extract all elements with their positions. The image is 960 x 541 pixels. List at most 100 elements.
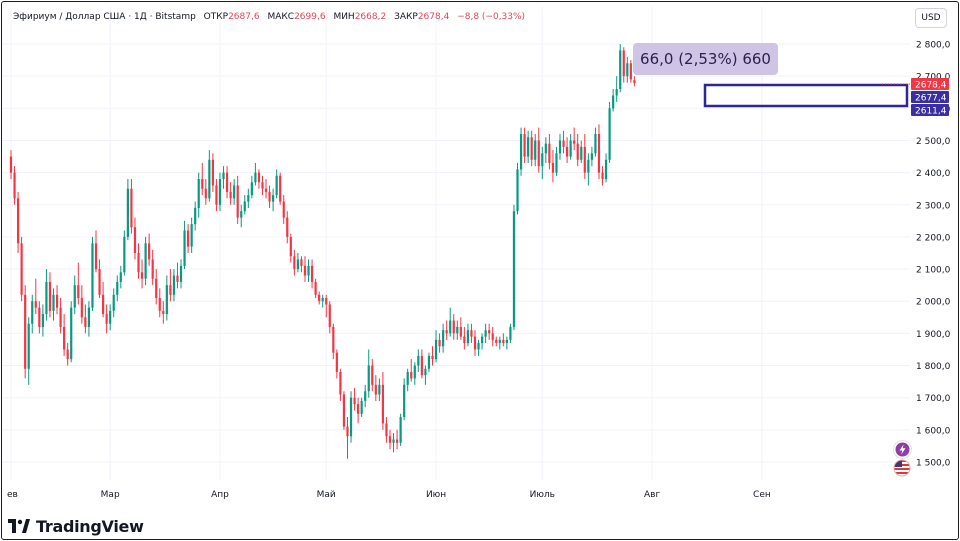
candle-body <box>612 95 615 109</box>
candle-body <box>413 365 416 379</box>
candle-body <box>59 307 62 327</box>
us-flag-icon[interactable] <box>893 459 911 477</box>
close-value: 2678,4 <box>417 12 450 22</box>
y-tick-label: 2 700,0 <box>916 73 951 83</box>
candle-body <box>328 304 331 327</box>
price-tag-label: 2677,4 <box>915 94 947 104</box>
candle-body <box>562 140 565 147</box>
high-label: МАКС <box>267 12 295 22</box>
candle-body <box>84 317 87 327</box>
candle-body <box>491 333 494 340</box>
candle-body <box>101 294 105 315</box>
candle-body <box>569 140 572 157</box>
open-value: 2687,6 <box>228 12 260 22</box>
candle-body <box>80 298 83 318</box>
candle-body <box>52 294 55 311</box>
y-tick-label: 1 500,0 <box>916 459 951 469</box>
candle-body <box>286 217 289 237</box>
candle-body <box>123 236 126 273</box>
candle-body <box>548 143 551 163</box>
candle-body <box>470 330 473 337</box>
candle-body <box>48 281 52 311</box>
candle-body <box>116 281 119 295</box>
x-tick-label: Авг <box>644 490 660 500</box>
price-tag <box>911 91 949 103</box>
candle-body <box>626 63 629 77</box>
candle-body <box>410 371 413 379</box>
candle-body <box>77 285 80 299</box>
candle-body <box>590 153 593 160</box>
candle-body <box>488 330 491 334</box>
candle-body <box>63 326 66 350</box>
symbol-name[interactable]: Эфириум / Доллар США · 1Д · Bitstamp <box>13 12 196 22</box>
x-tick-label: Мар <box>101 490 120 500</box>
candle-body <box>495 339 498 344</box>
price-tag <box>911 78 949 90</box>
candle-body <box>303 265 307 276</box>
candle-body <box>565 146 569 157</box>
candle-body <box>498 339 501 344</box>
x-axis: ев Мар Апр Май Июн Июль Авг Сен <box>7 490 771 500</box>
candle-body <box>438 339 441 347</box>
candle-body <box>332 326 335 353</box>
candle-body <box>73 285 76 308</box>
candle-body <box>165 285 168 315</box>
candle-body <box>41 314 44 327</box>
x-tick-label: ев <box>7 490 18 500</box>
candle-body <box>201 179 204 189</box>
candles <box>9 44 636 459</box>
candle-body <box>236 185 239 218</box>
candle-body <box>155 278 158 299</box>
candle-body <box>225 172 229 192</box>
candle-body <box>357 404 360 414</box>
candle-body <box>619 50 622 90</box>
measure-tooltip: 66,0 (2,53%) 660 <box>633 43 778 75</box>
candle-body <box>261 182 264 189</box>
candle-body <box>151 259 154 279</box>
lightning-icon[interactable] <box>893 440 912 459</box>
currency-button[interactable]: USD <box>915 8 947 28</box>
candle-body <box>604 159 608 180</box>
candle-body <box>364 391 367 401</box>
candle-body <box>296 259 300 270</box>
candle-body <box>254 172 257 183</box>
candle-body <box>98 269 101 295</box>
candle-body <box>314 281 317 295</box>
candle-body <box>112 294 115 311</box>
candle-body <box>449 320 452 334</box>
candle-body <box>268 191 271 202</box>
tradingview-logo[interactable]: TradingView <box>8 515 144 537</box>
candle-body <box>502 339 505 344</box>
candle-body <box>597 134 601 173</box>
candle-body <box>179 265 183 282</box>
candle-body <box>346 426 349 437</box>
candle-body <box>94 243 98 270</box>
candle-body <box>310 265 314 282</box>
candle-body <box>385 423 388 437</box>
price-tags: 2678,4 2677,4 2611,4 <box>911 78 949 117</box>
candle-body <box>480 336 484 344</box>
candle-body <box>516 169 519 212</box>
candle-body <box>463 336 466 344</box>
candle-body <box>148 243 151 260</box>
candle-body <box>512 211 516 327</box>
candle-body <box>417 355 420 366</box>
price-tag-label: 2678,4 <box>915 81 947 91</box>
candle-body <box>257 172 261 183</box>
candle-body <box>27 323 30 369</box>
symbol-header: Эфириум / Доллар США · 1Д · Bitstamp ОТК… <box>13 12 525 22</box>
candle-body <box>318 294 321 302</box>
candle-body <box>551 162 555 173</box>
candle-body <box>541 153 544 167</box>
candle-body <box>208 159 211 199</box>
y-tick-label: 2 200,0 <box>916 233 951 243</box>
price-range-box[interactable] <box>703 83 909 108</box>
candle-body <box>34 301 37 308</box>
candle-body <box>395 439 399 443</box>
tradingview-logo-text: TradingView <box>36 516 144 536</box>
candle-body <box>133 227 137 253</box>
candle-body <box>335 352 338 372</box>
candle-body <box>576 143 579 160</box>
x-tick-label: Июль <box>530 490 555 500</box>
